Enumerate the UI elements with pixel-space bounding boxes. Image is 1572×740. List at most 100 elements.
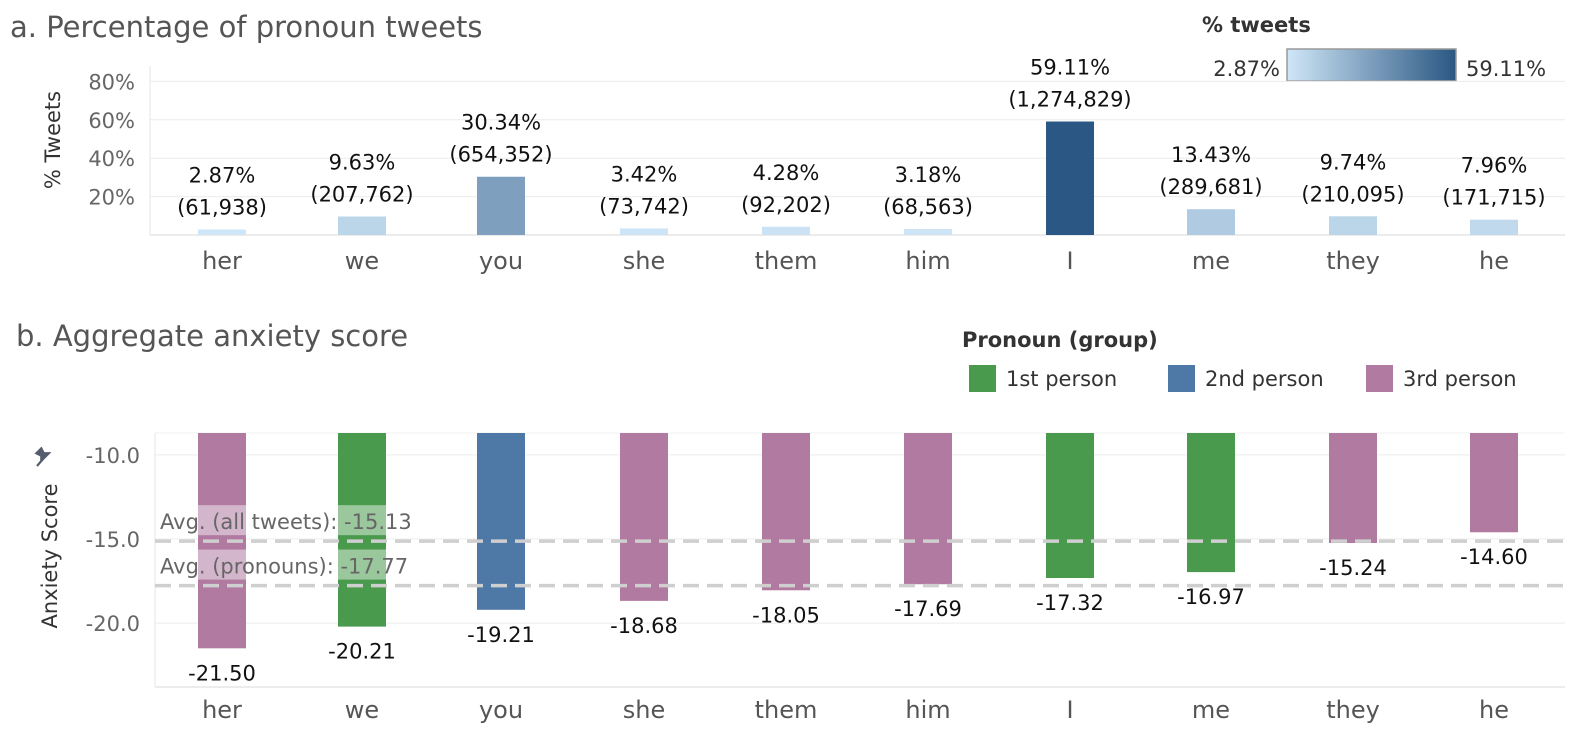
panel-a-percent-label: 2.87% xyxy=(189,163,256,187)
panel-a-bar xyxy=(1187,209,1235,235)
panel-a-bar xyxy=(1046,121,1094,235)
panel-b-category-label: he xyxy=(1479,696,1509,724)
panel-a-bar xyxy=(762,226,810,235)
panel-b-data-label: -17.32 xyxy=(1036,591,1104,615)
panel-a-category-label: I xyxy=(1066,247,1073,275)
panel-b-y-tick: -10.0 xyxy=(86,444,140,468)
panel-a-percent-label: 13.43% xyxy=(1171,143,1251,167)
panel-a-bar xyxy=(620,228,668,235)
panel-a-count-label: (210,095) xyxy=(1301,182,1404,206)
panel-b-y-axis-title: Anxiety Score xyxy=(38,483,62,628)
panel-b-category-label: they xyxy=(1326,696,1380,724)
panel-b-data-label: -18.05 xyxy=(752,603,820,627)
panel-a-category-label: you xyxy=(479,247,523,275)
panel-a-category-label: him xyxy=(905,247,950,275)
panel-b-bar xyxy=(1470,433,1518,533)
panel-b-bar xyxy=(338,433,386,627)
panel-a-percent-label: 59.11% xyxy=(1030,56,1110,80)
reference-line-label: Avg. (pronouns): -17.77 xyxy=(160,555,408,579)
panel-a-y-ticks: 80% 60% 40% 20% xyxy=(88,70,135,209)
panel-a-percent-label: 30.34% xyxy=(461,111,541,135)
panel-b-y-tick: -20.0 xyxy=(86,612,140,636)
panel-b-category-label: we xyxy=(345,696,379,724)
panel-a-count-label: (92,202) xyxy=(741,193,831,217)
panel-b-category-label: she xyxy=(623,696,665,724)
panel-a-count-label: (73,742) xyxy=(599,194,689,218)
panel-a-bar xyxy=(904,228,952,235)
panel-b-bar xyxy=(1046,433,1094,578)
panel-b-title: b. Aggregate anxiety score xyxy=(16,319,408,353)
panel-b-category-label: her xyxy=(202,696,242,724)
panel-a-bar xyxy=(1470,219,1518,235)
panel-b-bar xyxy=(904,433,952,585)
reference-label-background xyxy=(160,549,426,580)
panel-a-count-label: (61,938) xyxy=(177,195,267,219)
legend-swatch xyxy=(1168,365,1195,392)
panel-b-bar xyxy=(620,433,668,601)
panel-b-reference-lines: Avg. (all tweets): -15.13 Avg. (pronouns)… xyxy=(155,505,1565,588)
panel-b-y-ticks: -10.0 -15.0 -20.0 xyxy=(86,444,140,636)
panel-a-percent-label: 3.42% xyxy=(611,162,678,186)
panel-a-percent-label: 9.63% xyxy=(329,151,396,175)
group-legend-entries: 1st person 2nd person 3rd person xyxy=(969,365,1517,392)
panel-b-data-label: -14.60 xyxy=(1460,545,1528,569)
panel-b-data-label: -20.21 xyxy=(328,640,396,664)
legend-swatch xyxy=(969,365,996,392)
group-legend: Pronoun (group) 1st person 2nd person 3rd … xyxy=(962,328,1517,392)
color-legend-min: 2.87% xyxy=(1213,57,1280,81)
panel-a-bars xyxy=(198,121,1518,235)
panel-a-percent-label: 4.28% xyxy=(753,161,820,185)
reference-label-background xyxy=(160,505,426,536)
panel-a-category-label: me xyxy=(1192,247,1230,275)
color-legend-max: 59.11% xyxy=(1466,57,1546,81)
panel-b-data-labels: -21.50 -20.21 -19.21 -18.68 -18.05 -17.69 -17.… xyxy=(188,545,1528,685)
panel-a-percent-label: 7.96% xyxy=(1461,154,1528,178)
panel-a-category-label: he xyxy=(1479,247,1509,275)
reference-line-label: Avg. (all tweets): -15.13 xyxy=(160,510,412,534)
panel-a-gridlines xyxy=(150,80,1565,198)
panel-b-category-label: him xyxy=(905,696,950,724)
panel-a-data-labels: 2.87% (61,938) 9.63% (207,762) 30.34% (654,35… xyxy=(177,56,1546,220)
panel-a-count-label: (68,563) xyxy=(883,195,973,219)
panel-a-percent-label: 9.74% xyxy=(1320,150,1387,174)
panel-a-y-tick: 60% xyxy=(88,109,135,133)
legend-label: 1st person xyxy=(1006,367,1117,391)
panel-a-title: a. Percentage of pronoun tweets xyxy=(10,10,483,44)
panel-b-data-label: -15.24 xyxy=(1319,556,1387,580)
panel-b-category-label: you xyxy=(479,696,523,724)
panel-a: a. Percentage of pronoun tweets % tweets… xyxy=(10,10,1565,275)
panel-a-count-label: (654,352) xyxy=(449,143,552,167)
panel-b-y-tick: -15.0 xyxy=(86,528,140,552)
panel-a-count-label: (1,274,829) xyxy=(1008,88,1131,112)
legend-label: 3rd person xyxy=(1403,367,1517,391)
panel-a-count-label: (289,681) xyxy=(1159,175,1262,199)
panel-a-bar xyxy=(1329,216,1377,235)
panel-b-bar xyxy=(1329,433,1377,544)
panel-b-data-label: -21.50 xyxy=(188,661,256,685)
group-legend-title: Pronoun (group) xyxy=(962,328,1158,352)
panel-b-category-label: them xyxy=(755,696,818,724)
panel-a-y-axis-title: % Tweets xyxy=(41,91,65,189)
legend-swatch xyxy=(1366,365,1393,392)
panel-a-count-label: (171,715) xyxy=(1442,186,1545,210)
panel-a-bar xyxy=(338,216,386,235)
panel-b-bar xyxy=(1187,433,1235,573)
panel-b-category-label: I xyxy=(1066,696,1073,724)
panel-a-bar xyxy=(198,229,246,235)
panel-a-category-label: them xyxy=(755,247,818,275)
panel-b-bar xyxy=(477,433,525,610)
pin-icon[interactable] xyxy=(32,444,52,467)
panel-a-bar xyxy=(477,176,525,235)
panel-a-category-label: her xyxy=(202,247,242,275)
panel-a-count-label: (207,762) xyxy=(310,183,413,207)
panel-b-data-label: -19.21 xyxy=(467,623,535,647)
color-legend-title: % tweets xyxy=(1202,13,1311,37)
panel-b-bar xyxy=(762,433,810,591)
panel-b-data-label: -16.97 xyxy=(1177,585,1245,609)
color-legend: % tweets 2.87% 59.11% xyxy=(1202,13,1546,82)
panel-b: b. Aggregate anxiety score Pronoun (grou… xyxy=(16,319,1565,724)
panel-a-category-label: they xyxy=(1326,247,1380,275)
